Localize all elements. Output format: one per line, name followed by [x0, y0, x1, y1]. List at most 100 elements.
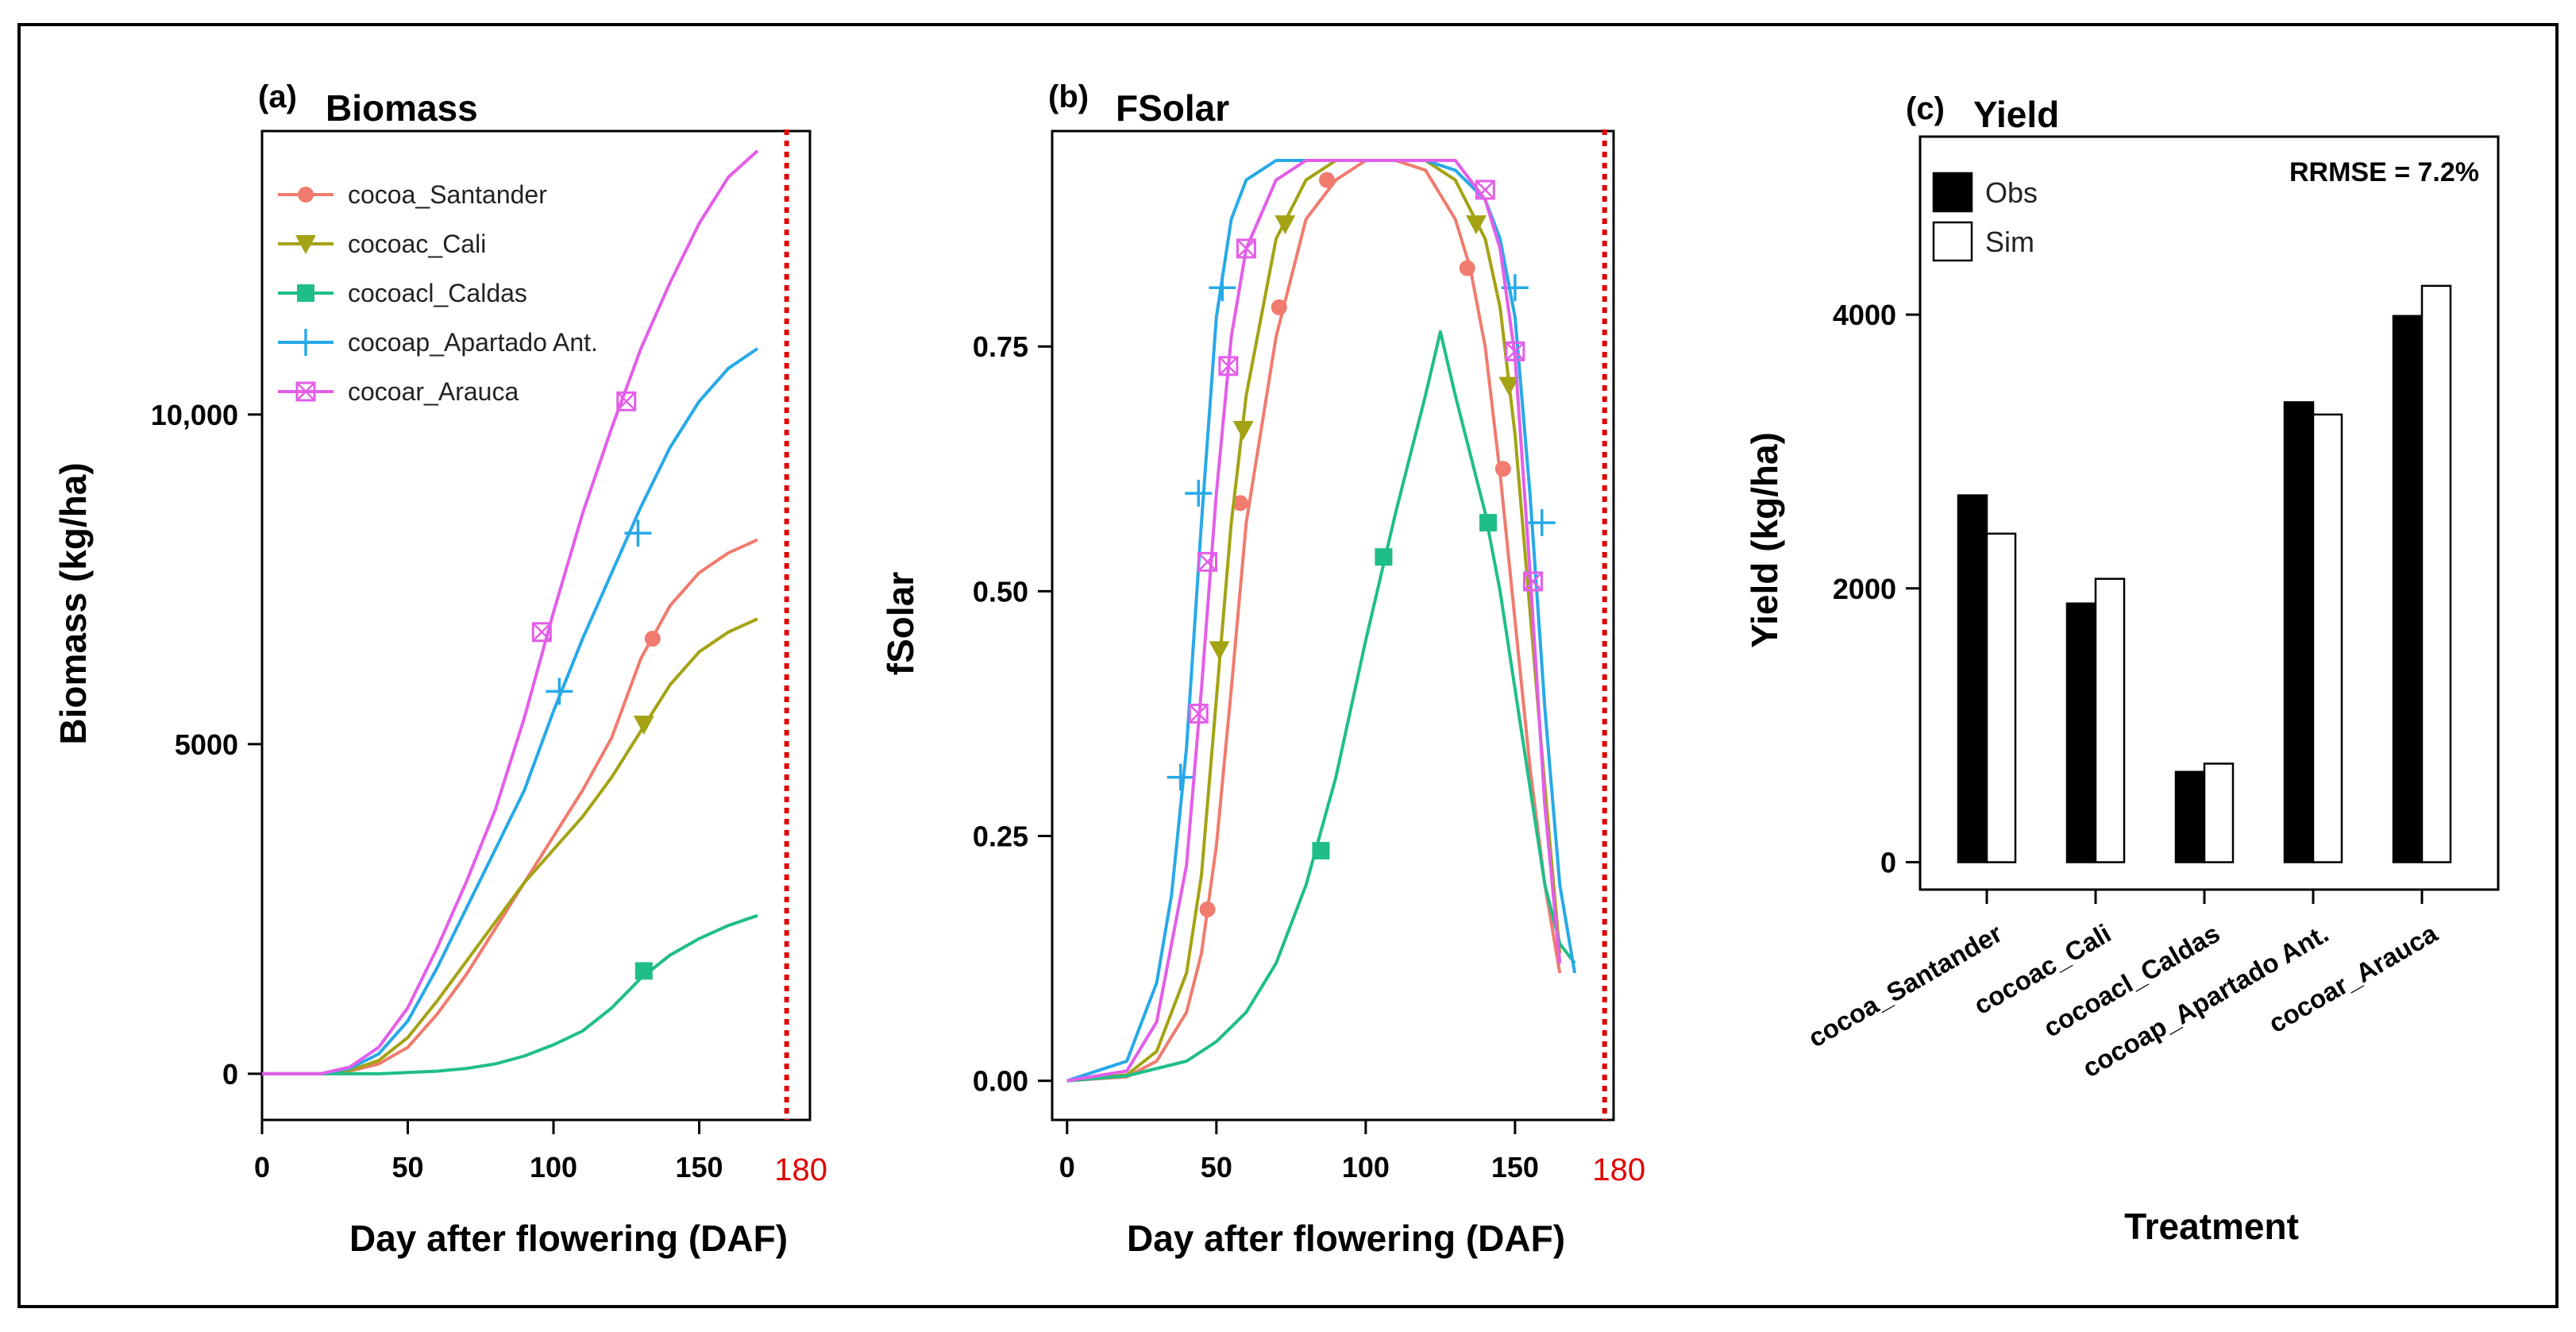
fsolar-y-tick-label: 0.50	[973, 575, 1028, 608]
yield-y-axis-title: Yield (kg/ha)	[1744, 432, 1785, 648]
fsolar-series-cocoa-santander-marker	[1232, 495, 1248, 512]
fsolar-y-axis-title: fSolar	[880, 572, 921, 675]
fsolar-series-cocoac-cali-marker	[1498, 376, 1520, 396]
yield-panel-label: (c)	[1906, 91, 1945, 126]
bar-sim-cocoacl-caldas	[2203, 763, 2235, 863]
biomass-x-tick-label: 150	[675, 1151, 723, 1183]
fsolar-x-tick-label: 50	[1201, 1151, 1232, 1183]
bar-sim-cocoac-cali	[2094, 577, 2126, 863]
bar-obs-cocoa-santander	[1957, 494, 1988, 863]
fsolar-series-cocoa-santander-marker	[1271, 299, 1287, 315]
legend-label-cocoap-apartado-ant: cocoap_Apartado Ant.	[348, 328, 598, 357]
biomass-legend: cocoa_Santander cocoac_Cali cocoacl_Caldas…	[278, 180, 598, 406]
yield-y-tick-label: 4000	[1833, 299, 1896, 331]
biomass-x-tick-label: 100	[530, 1151, 577, 1183]
biomass-series-cocoa-santander-marker	[644, 631, 661, 647]
fsolar-vline-label: 180	[1592, 1152, 1645, 1187]
legend-label-cocoa-santander: cocoa_Santander	[348, 180, 547, 209]
fsolar-series-cocoac-cali-marker	[1209, 641, 1230, 661]
fsolar-plot-frame	[1051, 129, 1615, 1122]
biomass-panel: (a) Biomass 0 50 100 150 180 0 5000 10,000 coco…	[52, 79, 827, 1259]
fsolar-series-cocoa-santander-marker	[1459, 260, 1475, 276]
fsolar-panel: (b) FSolar 0 50 100 150 1800.000.250.500.75 …	[880, 79, 1645, 1259]
biomass-series-cocoar-arauca-marker	[531, 622, 552, 643]
yield-plot-frame	[1919, 135, 2500, 891]
legend-marker-cocoacl-caldas	[297, 284, 314, 302]
biomass-y-tick-label: 0	[222, 1058, 238, 1091]
biomass-vline-label: 180	[774, 1152, 827, 1187]
biomass-series-cocoacl-caldas-line	[262, 913, 758, 1075]
legend-marker-cocoap-apartado-ant	[292, 329, 319, 356]
fsolar-title: FSolar	[1116, 87, 1229, 129]
legend-label-cocoac-cali: cocoac_Cali	[348, 230, 486, 258]
yield-y-tick-label: 2000	[1833, 573, 1896, 605]
biomass-series-cocoac-cali-line	[262, 617, 758, 1075]
biomass-x-axis-title: Day after flowering (DAF)	[349, 1218, 788, 1259]
outer-border	[17, 23, 2559, 1308]
yield-category-label: cocoa_Santander	[1803, 918, 2007, 1053]
bar-obs-cocoac-cali	[2065, 602, 2097, 863]
biomass-panel-label: (a)	[258, 79, 297, 114]
bar-sim-cocoap-apartado-ant	[2312, 413, 2343, 863]
bar-sim-cocoar-arauca	[2420, 284, 2452, 863]
yield-y-tick-label: 0	[1880, 847, 1896, 879]
biomass-series-cocoac-cali-marker	[633, 716, 654, 735]
fsolar-x-tick-label: 0	[1059, 1151, 1075, 1183]
legend-swatch-obs	[1932, 172, 1973, 213]
fsolar-series-cocoap-apartado-ant-marker	[1209, 274, 1236, 302]
biomass-series-cocoap-apartado-ant-line	[262, 347, 759, 1075]
legend-label-cocoar-arauca: cocoar_Arauca	[348, 377, 519, 406]
fsolar-series-cocoa-santander-marker	[1199, 901, 1216, 917]
fsolar-y-tick-label: 0.00	[973, 1065, 1028, 1098]
biomass-series-cocoacl-caldas-marker	[634, 962, 653, 980]
legend-label-sim: Sim	[1985, 226, 2034, 258]
fsolar-series-cocoac-cali-marker	[1466, 215, 1487, 235]
biomass-y-tick-label: 10,000	[151, 399, 238, 431]
bar-sim-cocoa-santander	[1985, 532, 2017, 863]
fsolar-series-cocoar-arauca-marker	[1522, 571, 1543, 592]
rrmse-annotation: RRMSE = 7.2%	[2289, 157, 2479, 187]
legend-label-cocoacl-caldas: cocoacl_Caldas	[348, 279, 527, 307]
biomass-title: Biomass	[326, 87, 478, 129]
bar-obs-cocoap-apartado-ant	[2283, 401, 2315, 863]
fsolar-series-cocoap-apartado-ant-marker	[1167, 763, 1194, 791]
fsolar-y-tick-label: 0.25	[973, 820, 1028, 853]
fsolar-x-axis-title: Day after flowering (DAF)	[1127, 1218, 1565, 1259]
fsolar-series-cocoar-arauca-marker	[1505, 341, 1525, 361]
biomass-x-tick-label: 50	[391, 1151, 423, 1183]
biomass-x-tick-label: 0	[254, 1151, 270, 1183]
fsolar-series-cocoa-santander-line	[1066, 159, 1562, 1083]
fsolar-series-cocoar-arauca-line	[1066, 159, 1562, 1083]
fsolar-series-cocoar-arauca-marker	[1188, 703, 1209, 724]
fsolar-series-cocoacl-caldas-marker	[1312, 842, 1330, 860]
fsolar-series-cocoap-apartado-ant-marker	[1185, 480, 1213, 508]
fsolar-series-cocoac-cali-line	[1066, 159, 1562, 1083]
legend-swatch-sim	[1932, 221, 1973, 262]
fsolar-x-tick-label: 150	[1491, 1151, 1539, 1183]
fsolar-series-cocoar-arauca-marker	[1197, 551, 1218, 572]
fsolar-series-cocoacl-caldas-marker	[1375, 548, 1393, 566]
biomass-series-cocoar-arauca-line	[262, 149, 759, 1075]
fsolar-series-cocoap-apartado-ant-marker	[1528, 509, 1556, 537]
fsolar-y-tick-label: 0.75	[973, 330, 1028, 363]
fsolar-series-cocoac-cali-marker	[1232, 420, 1254, 440]
legend-marker-cocoar-arauca	[295, 381, 316, 402]
yield-legend: Obs Sim	[1932, 172, 2038, 262]
fsolar-series-cocoac-cali-marker	[1275, 215, 1296, 235]
fsolar-series-cocoa-santander-marker	[1494, 461, 1511, 477]
legend-label-obs: Obs	[1985, 176, 2038, 209]
biomass-y-axis-title: Biomass (kg/ha)	[52, 462, 94, 744]
biomass-series-cocoap-apartado-ant-marker	[546, 678, 573, 705]
bar-obs-cocoar-arauca	[2392, 315, 2424, 863]
fsolar-series-cocoacl-caldas-line	[1066, 330, 1576, 1083]
fsolar-series-cocoar-arauca-marker	[1218, 356, 1239, 376]
bar-obs-cocoacl-caldas	[2174, 770, 2206, 863]
legend-marker-cocoac-cali	[295, 235, 316, 254]
yield-category-label: cocoacl_Caldas	[2038, 918, 2225, 1043]
legend-marker-cocoa-santander	[298, 187, 314, 203]
yield-x-axis-title: Treatment	[2124, 1206, 2299, 1247]
fsolar-series-cocoa-santander-marker	[1318, 172, 1335, 188]
biomass-series-cocoa-santander-line	[262, 538, 758, 1075]
